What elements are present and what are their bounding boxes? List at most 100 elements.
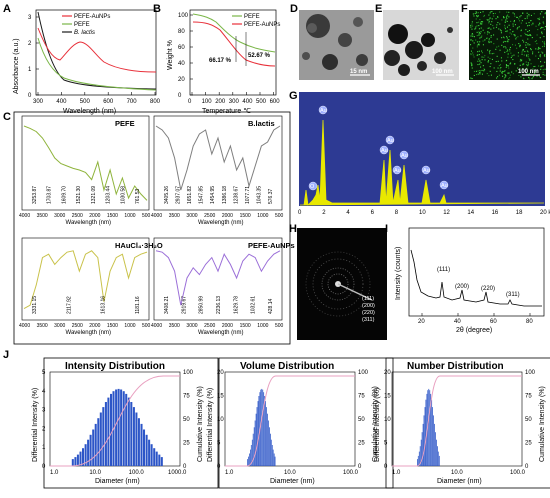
eds-peak-label: Au <box>320 108 327 114</box>
ftir-xtick: 1000 <box>257 213 268 219</box>
dls-bar <box>428 388 430 466</box>
series-xrd-line <box>410 249 542 307</box>
dls-bar <box>253 427 255 466</box>
panel-i-ylabel: Intensity (counts) <box>395 247 402 300</box>
dls-ytick: 15 <box>217 394 224 400</box>
panel-a-ytick: 0 <box>28 93 32 99</box>
ftir-subplot: HAuCl₄·3H₂O 3331.15 2117.92 1613.16 1181.16 4… <box>19 237 163 336</box>
eds-peak-label: Au <box>381 148 388 154</box>
saed-ring-label: (220) <box>362 310 375 316</box>
xrd-xtick: 60 <box>490 319 497 325</box>
panel-a-xtick: 300 <box>33 99 44 105</box>
dls-y2tick: 25 <box>183 441 190 447</box>
panel-b-ytick: 60 <box>178 45 185 51</box>
dls-bar <box>265 401 266 466</box>
panel-b-ytick: 0 <box>178 93 182 99</box>
dls-bar <box>82 448 85 466</box>
panel-b-ytick: 20 <box>178 77 185 83</box>
dls-ytick: 5 <box>42 370 46 376</box>
dls-ytick: 3 <box>42 408 46 414</box>
dls-y2tick: 25 <box>358 441 365 447</box>
ftir-peak-label: 1454.95 <box>210 186 216 204</box>
dls-y2tick: 50 <box>525 417 532 423</box>
panel-label-h: H <box>289 223 297 235</box>
panel-j-dls-charts: Intensity Distribution01234502550751001.… <box>32 357 550 489</box>
ftir-xtick: 3000 <box>54 323 65 329</box>
eds-peak-marker <box>399 150 409 160</box>
panel-a-ytick: 1 <box>28 67 32 73</box>
dls-ytick: 0 <box>42 464 46 470</box>
dls-xtick: 1.0 <box>50 470 59 476</box>
ftir-peak-label: 1613.16 <box>101 296 107 314</box>
dls-y2tick: 100 <box>183 370 194 376</box>
dls-y2tick: 75 <box>183 394 190 400</box>
panel-b-xtick: 400 <box>242 99 253 105</box>
eds-xtick: 12 <box>443 210 450 216</box>
dls-bar <box>117 388 120 466</box>
ftir-xtick: 500 <box>275 213 284 219</box>
panel-a-xtick: 800 <box>150 99 161 105</box>
dls-bar <box>257 401 259 466</box>
panel-e-scale-bar: 100 nm <box>432 69 453 75</box>
ftir-spectrum-line <box>23 250 148 310</box>
ftir-xtick: 500 <box>275 323 284 329</box>
eds-xtick: 8 <box>395 210 399 216</box>
dls-xtick: 1.0 <box>392 470 401 476</box>
dls-y2tick: 100 <box>525 370 536 376</box>
ftir-peak-label: 2117.92 <box>66 296 72 314</box>
ftir-xtick: 2000 <box>222 323 233 329</box>
ftir-xtick: 500 <box>142 323 151 329</box>
ftir-xtick: 4000 <box>19 213 30 219</box>
dls-bar <box>87 439 90 466</box>
dls-xlabel: Diameter (nm) <box>270 478 315 485</box>
dls-bar <box>431 399 433 466</box>
xrd-xtick: 40 <box>454 319 461 325</box>
ftir-peak-label: 1077.71 <box>245 186 251 204</box>
panel-b-xtick: 200 <box>215 99 226 105</box>
dls-bar <box>94 423 97 466</box>
eds-xtick: 0 <box>298 210 302 216</box>
dls-y2label: Cumulative Intensity (%) <box>539 386 546 462</box>
legend-b-pefe: PEFE <box>244 14 260 20</box>
panel-label-d: D <box>290 3 298 15</box>
dls-ytick: 20 <box>384 370 391 376</box>
dls-bar <box>252 433 254 466</box>
dls-bar <box>267 413 268 466</box>
dls-y2tick: 50 <box>358 417 365 423</box>
ftir-peak-label: 1651.82 <box>187 186 193 204</box>
dls-subplot: Volume Distribution0510152002550751001.0… <box>207 357 394 489</box>
ftir-peak-label: 2919.67 <box>181 296 187 314</box>
eds-peak-marker <box>318 105 328 115</box>
dls-bar <box>258 396 260 466</box>
dls-y2tick: 75 <box>358 394 365 400</box>
dls-bar <box>255 413 257 466</box>
dls-ytick: 10 <box>217 417 224 423</box>
ftir-peak-label: 761.53 <box>135 188 141 204</box>
ftir-xtick: 3500 <box>169 213 180 219</box>
ftir-subplot-title: PEFE-AuNPs <box>248 241 295 250</box>
ftir-spectrum-line <box>155 250 281 306</box>
ftir-xtick: 4000 <box>151 213 162 219</box>
panel-a-xtick: 700 <box>127 99 138 105</box>
ftir-subplot-title: PEFE <box>115 119 135 128</box>
dls-bar <box>76 454 79 466</box>
dls-bar <box>135 412 138 466</box>
ftir-subplot-title: HAuCl₄·3H₂O <box>115 241 163 250</box>
dls-bar <box>148 439 151 466</box>
dls-ytick: 0 <box>217 464 221 470</box>
eds-xtick: 2 <box>322 210 326 216</box>
eds-xtick: 4 <box>346 210 350 216</box>
panel-label-i: I <box>385 223 388 235</box>
dls-xtick: 100.0 <box>343 470 359 476</box>
ftir-xtick: 2500 <box>204 323 215 329</box>
dls-bar <box>125 393 128 466</box>
ftir-subplot: B.lactis 3405.26 2937.07 1651.82 1547.85 1454… <box>151 115 284 226</box>
ftir-peak-label: 1030.58 <box>120 186 126 204</box>
dls-ytick: 5 <box>384 441 388 447</box>
eds-xtick: 14 <box>467 210 474 216</box>
dls-bar <box>263 392 265 466</box>
ftir-peak-label: 3331.15 <box>32 296 38 314</box>
dls-bar <box>268 420 269 466</box>
dls-bar <box>274 456 276 466</box>
panel-f-eds-map-image: 100 nm <box>469 10 546 80</box>
